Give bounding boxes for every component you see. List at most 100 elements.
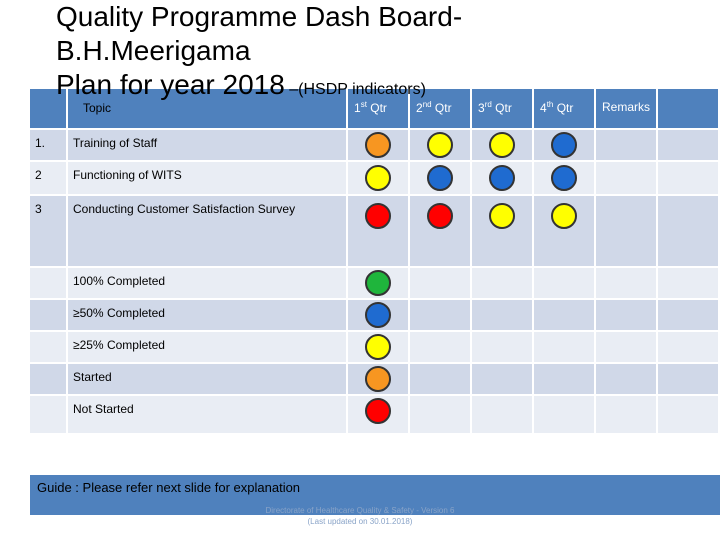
- status-dot: [365, 203, 391, 229]
- footer-bar: [30, 475, 720, 515]
- legend-5-q2-cell: [410, 396, 472, 435]
- row-2-topic: Functioning of WITS: [73, 168, 182, 182]
- legend-4-q4-cell: [534, 364, 596, 396]
- header-q1-cell: 1st Qtr: [348, 89, 410, 130]
- status-dot: [489, 203, 515, 229]
- legend-1-q2-cell: [410, 268, 472, 300]
- row-2-q2-cell: [410, 162, 472, 196]
- legend-2-swatch-cell: [348, 300, 410, 332]
- credit-line-1: Directorate of Healthcare Quality & Safe…: [265, 506, 455, 515]
- legend-2-q2-cell: [410, 300, 472, 332]
- legend-4-swatch-cell: [348, 364, 410, 396]
- legend-3-num-cell: [30, 332, 68, 364]
- title-subtitle: –(HSDP indicators): [284, 81, 426, 98]
- legend-5-num-cell: [30, 396, 68, 435]
- legend-4-num-cell: [30, 364, 68, 396]
- title-line-3: Plan for year 2018 –(HSDP indicators): [56, 68, 536, 107]
- legend-1-swatch-cell: [348, 268, 410, 300]
- legend-2-num-cell: [30, 300, 68, 332]
- header-q1-num: 1: [354, 101, 361, 115]
- credit-text: Directorate of Healthcare Quality & Safe…: [240, 505, 480, 527]
- row-1-topic: Training of Staff: [73, 136, 158, 150]
- header-q2-label: Qtr: [431, 101, 452, 115]
- legend-3-q3-cell: [472, 332, 534, 364]
- legend-1-remarks-cell: [596, 268, 658, 300]
- header-topic-cell: Topic: [68, 89, 348, 130]
- row-3-num: 3: [35, 202, 42, 216]
- header-q3: 3rd Qtr: [472, 89, 532, 126]
- legend-3-label-cell: ≥25% Completed: [68, 332, 348, 364]
- row-2-extra-cell: [658, 162, 720, 196]
- header-num-cell: [30, 89, 68, 130]
- status-dot: [427, 165, 453, 191]
- row-3-topic: Conducting Customer Satisfaction Survey: [73, 202, 296, 216]
- credit-line-2: (Last updated on 30.01.2018): [307, 517, 413, 526]
- row-1-remarks-cell: [596, 130, 658, 162]
- legend-3-swatch-cell: [348, 332, 410, 364]
- header-remarks-cell: Remarks: [596, 89, 658, 130]
- legend-5-q3-cell: [472, 396, 534, 435]
- legend-4-remarks-cell: [596, 364, 658, 396]
- legend-5-swatch-cell: [348, 396, 410, 435]
- row-3-remarks-cell: [596, 196, 658, 268]
- header-q1-label: Qtr: [366, 101, 387, 115]
- row-1-q1-cell: [348, 130, 410, 162]
- legend-2-q3-cell: [472, 300, 534, 332]
- header-q2: 2nd Qtr: [410, 89, 470, 126]
- legend-1-extra-cell: [658, 268, 720, 300]
- header-extra-cell: [658, 89, 720, 130]
- header-q2-num: 2: [416, 101, 423, 115]
- legend-2-label-cell: ≥50% Completed: [68, 300, 348, 332]
- row-1-q4-cell: [534, 130, 596, 162]
- header-q3-cell: 3rd Qtr: [472, 89, 534, 130]
- row-3-q1-cell: [348, 196, 410, 268]
- legend-label: Not Started: [73, 402, 134, 416]
- legend-dot: [365, 366, 391, 392]
- legend-1-q3-cell: [472, 268, 534, 300]
- row-2-remarks-cell: [596, 162, 658, 196]
- status-dot: [551, 203, 577, 229]
- status-dot: [551, 132, 577, 158]
- row-2-num: 2: [35, 168, 42, 182]
- header-q2-cell: 2nd Qtr: [410, 89, 472, 130]
- row-1-topic-cell: Training of Staff: [68, 130, 348, 162]
- header-topic: Topic: [83, 101, 112, 115]
- row-2-q3-cell: [472, 162, 534, 196]
- status-dot: [427, 132, 453, 158]
- header-q4-sup: th: [546, 100, 554, 109]
- legend-dot: [365, 270, 391, 296]
- header-q4-cell: 4th Qtr: [534, 89, 596, 130]
- legend-2-q4-cell: [534, 300, 596, 332]
- legend-dot: [365, 334, 391, 360]
- header-q1: 1st Qtr: [348, 89, 408, 126]
- legend-2-remarks-cell: [596, 300, 658, 332]
- guide-text: Guide : Please refer next slide for expl…: [37, 480, 301, 495]
- header-q4-label: Qtr: [553, 101, 574, 115]
- status-dot: [365, 132, 391, 158]
- title-plan-text: Plan for year 2018: [56, 69, 285, 100]
- legend-5-remarks-cell: [596, 396, 658, 435]
- legend-4-q2-cell: [410, 364, 472, 396]
- status-dot: [427, 203, 453, 229]
- row-2-topic-cell: Functioning of WITS: [68, 162, 348, 196]
- legend-5-extra-cell: [658, 396, 720, 435]
- legend-5-label-cell: Not Started: [68, 396, 348, 435]
- header-q3-num: 3: [478, 101, 485, 115]
- header-q3-label: Qtr: [491, 101, 512, 115]
- legend-1-num-cell: [30, 268, 68, 300]
- row-1-num: 1.: [35, 136, 46, 150]
- status-dot: [365, 165, 391, 191]
- legend-label: ≥25% Completed: [73, 338, 165, 352]
- legend-1-q4-cell: [534, 268, 596, 300]
- legend-1-label-cell: 100% Completed: [68, 268, 348, 300]
- row-1-q2-cell: [410, 130, 472, 162]
- legend-label: ≥50% Completed: [73, 306, 165, 320]
- status-dot: [551, 165, 577, 191]
- legend-5-q4-cell: [534, 396, 596, 435]
- row-3-extra-cell: [658, 196, 720, 268]
- header-q4-num: 4: [540, 101, 547, 115]
- row-1-q3-cell: [472, 130, 534, 162]
- row-3-num-cell: 3: [30, 196, 68, 268]
- row-1-num-cell: 1.: [30, 130, 68, 162]
- legend-label: Started: [73, 370, 112, 384]
